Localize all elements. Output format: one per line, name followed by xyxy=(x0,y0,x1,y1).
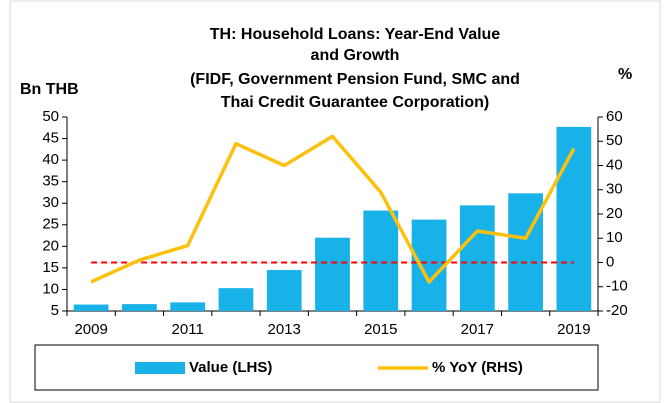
y2-tick-label: 0 xyxy=(606,253,614,270)
x-tick-label: 2019 xyxy=(557,321,590,338)
y2-axis-label: % xyxy=(618,66,632,83)
y-tick-label: 35 xyxy=(42,173,59,190)
x-tick-label: 2015 xyxy=(364,321,397,338)
y2-tick-label: 20 xyxy=(606,205,623,222)
y-tick-label: 5 xyxy=(51,302,59,319)
legend-label: Value (LHS) xyxy=(189,359,272,376)
chart-title-line: and Growth xyxy=(311,47,400,64)
y-axis-label: Bn THB xyxy=(20,81,79,98)
bar xyxy=(508,193,543,311)
x-tick-label: 2009 xyxy=(74,321,107,338)
y-tick-label: 25 xyxy=(42,216,59,233)
bar xyxy=(411,219,447,311)
y-tick-label: 50 xyxy=(42,108,59,125)
y-tick-label: 10 xyxy=(42,280,59,297)
frame xyxy=(9,0,661,403)
y2-tick-label: 10 xyxy=(606,229,623,246)
bar xyxy=(363,210,399,311)
y2-tick-label: 60 xyxy=(606,108,623,125)
y2-tick-label: 50 xyxy=(606,132,623,149)
y-tick-label: 15 xyxy=(42,259,59,276)
bar xyxy=(122,304,157,311)
y2-tick-label: -10 xyxy=(606,278,628,295)
y-tick-label: 20 xyxy=(42,237,59,254)
line xyxy=(90,134,576,284)
bar xyxy=(73,304,109,311)
legend-label: % YoY (RHS) xyxy=(432,359,523,376)
y-tick-label: 40 xyxy=(42,151,59,168)
chart-title-line: (FIDF, Government Pension Fund, SMC and xyxy=(190,71,520,88)
y-tick-label: 45 xyxy=(42,130,59,147)
bar xyxy=(266,270,302,311)
legend-box xyxy=(34,344,599,391)
x-tick-label: 2013 xyxy=(268,321,301,338)
bar xyxy=(170,302,206,311)
legend-swatch xyxy=(135,362,185,374)
chart-title-line: TH: Household Loans: Year-End Value xyxy=(210,26,501,43)
bar xyxy=(218,288,254,311)
y2-tick-label: -20 xyxy=(606,302,628,319)
y-tick-label: 30 xyxy=(42,194,59,211)
bar xyxy=(556,126,592,311)
chart-title-line: Thai Credit Guarantee Corporation) xyxy=(221,94,489,111)
y2-tick-label: 40 xyxy=(606,156,623,173)
y2-tick-label: 30 xyxy=(606,181,623,198)
x-tick-label: 2011 xyxy=(172,321,204,338)
bar xyxy=(315,237,350,311)
bar xyxy=(459,205,495,311)
x-tick-label: 2017 xyxy=(461,321,494,338)
